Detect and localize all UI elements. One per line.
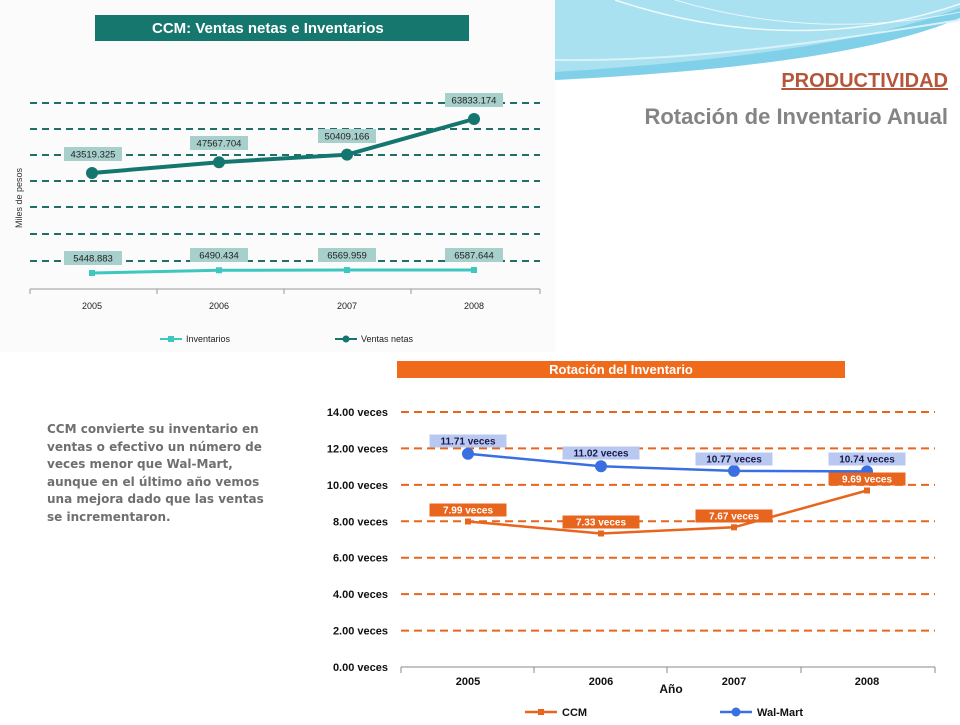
data-label-bg bbox=[562, 446, 640, 460]
data-label-inventarios: 6490.434 bbox=[199, 251, 239, 262]
legend-marker-inventarios bbox=[168, 336, 174, 342]
section-link-productividad[interactable]: PRODUCTIVIDAD bbox=[781, 70, 948, 92]
legend-marker-ccm bbox=[538, 709, 544, 715]
data-point-ccm bbox=[731, 524, 737, 531]
y-tick-label: 8.00 veces bbox=[333, 516, 388, 528]
x-tick-label: 2005 bbox=[456, 676, 480, 688]
x-tick-label: 2007 bbox=[722, 676, 746, 688]
x-tick-label: 2008 bbox=[464, 301, 484, 311]
series-line-inventarios bbox=[91, 268, 475, 275]
data-label-bg bbox=[318, 129, 376, 143]
series-line-ccm bbox=[467, 489, 868, 535]
data-point-ccm bbox=[864, 487, 870, 494]
chart-title: Rotación del Inventario bbox=[549, 362, 693, 377]
data-point-ventas-netas bbox=[341, 148, 353, 161]
data-label-bg bbox=[429, 434, 507, 448]
data-label-ccm: 7.67 veces bbox=[709, 512, 759, 523]
legend-label-wal-mart: Wal-Mart bbox=[757, 707, 803, 719]
data-point-ccm bbox=[465, 518, 471, 525]
y-tick-label: 12.00 veces bbox=[327, 443, 388, 455]
legend-label-inventarios: Inventarios bbox=[186, 334, 231, 344]
x-tick-label: 2008 bbox=[855, 676, 879, 688]
data-label-bg bbox=[429, 503, 507, 517]
data-label-bg bbox=[64, 147, 122, 161]
explanatory-note: CCM convierte su inventario en ventas o … bbox=[47, 422, 264, 524]
data-label-ventas-netas: 63833.174 bbox=[452, 96, 497, 107]
data-label-bg bbox=[695, 452, 773, 466]
y-tick-label: 2.00 veces bbox=[333, 626, 388, 638]
sales-inventory-chart: CCM: Ventas netas e Inventarios 2005 2006… bbox=[0, 0, 555, 352]
y-tick-label: 14.00 veces bbox=[327, 407, 388, 419]
sales-inventory-chart-svg: CCM: Ventas netas e Inventarios 2005 2006… bbox=[14, 15, 541, 344]
inventory-rotation-chart-svg: Rotación del Inventario 0.00 veces 2.00 v… bbox=[327, 361, 936, 719]
y-tick-label: 10.00 veces bbox=[327, 480, 388, 492]
legend-label-ccm: CCM bbox=[562, 707, 587, 719]
slide-title: Rotación de Inventario Anual bbox=[644, 104, 948, 129]
data-label-ccm: 9.69 veces bbox=[842, 475, 892, 486]
data-label-ccm: 7.33 veces bbox=[576, 518, 626, 529]
data-label-bg bbox=[445, 248, 503, 262]
y-axis-label: Miles de pesos bbox=[14, 167, 24, 228]
y-tick-label: 4.00 veces bbox=[333, 589, 388, 601]
chart-title: CCM: Ventas netas e Inventarios bbox=[152, 20, 384, 37]
data-label-ccm: 7.99 veces bbox=[443, 506, 493, 517]
data-label-bg bbox=[318, 248, 376, 262]
x-tick-label: 2006 bbox=[589, 676, 613, 688]
x-tick-label: 2005 bbox=[82, 301, 102, 311]
legend-label-ventas-netas: Ventas netas bbox=[361, 334, 414, 344]
legend-marker-wal-mart bbox=[731, 707, 741, 717]
data-label-bg bbox=[828, 472, 906, 486]
data-label-bg bbox=[695, 509, 773, 523]
data-label-inventarios: 6587.644 bbox=[454, 251, 494, 262]
data-point-ventas-netas bbox=[213, 156, 225, 169]
data-label-ventas-netas: 50409.166 bbox=[325, 132, 370, 143]
data-label-bg bbox=[562, 515, 640, 529]
x-tick-label: 2006 bbox=[209, 301, 229, 311]
data-point-wal-mart bbox=[595, 460, 607, 473]
data-label-wal-mart: 11.02 veces bbox=[573, 449, 628, 460]
data-label-wal-mart: 10.77 veces bbox=[706, 455, 762, 466]
data-label-bg bbox=[64, 251, 122, 265]
data-point-inventarios bbox=[216, 267, 222, 274]
data-point-ventas-netas bbox=[468, 113, 480, 125]
data-point-wal-mart bbox=[728, 464, 740, 477]
data-label-bg bbox=[828, 452, 906, 466]
data-point-inventarios bbox=[471, 267, 477, 273]
data-label-wal-mart: 11.71 veces bbox=[440, 437, 495, 448]
y-tick-label: 0.00 veces bbox=[333, 662, 388, 674]
chart-banner bbox=[95, 15, 469, 41]
data-point-inventarios bbox=[89, 270, 95, 276]
x-axis-label: Año bbox=[659, 682, 682, 696]
inventory-rotation-chart: Rotación del Inventario 0.00 veces 2.00 v… bbox=[295, 352, 960, 720]
data-label-inventarios: 6569.959 bbox=[327, 251, 367, 262]
chart-banner bbox=[397, 361, 845, 378]
series-line-wal-mart bbox=[467, 452, 868, 473]
data-label-ventas-netas: 43519.325 bbox=[71, 150, 116, 161]
data-point-ccm bbox=[598, 530, 604, 537]
data-label-bg bbox=[190, 248, 248, 262]
data-point-inventarios bbox=[344, 267, 350, 274]
x-tick-label: 2007 bbox=[337, 301, 357, 311]
y-tick-label: 6.00 veces bbox=[333, 553, 388, 565]
data-label-bg bbox=[190, 136, 248, 150]
data-label-ventas-netas: 47567.704 bbox=[197, 139, 242, 150]
legend-marker-ventas-netas bbox=[342, 335, 350, 343]
data-label-inventarios: 5448.883 bbox=[73, 254, 113, 265]
data-label-bg bbox=[445, 93, 503, 107]
series-line-ventas-netas bbox=[91, 117, 475, 175]
data-label-wal-mart: 10.74 veces bbox=[839, 455, 895, 466]
decorative-swoosh bbox=[555, 0, 960, 80]
data-point-wal-mart bbox=[462, 447, 474, 460]
data-point-ventas-netas bbox=[86, 167, 98, 179]
